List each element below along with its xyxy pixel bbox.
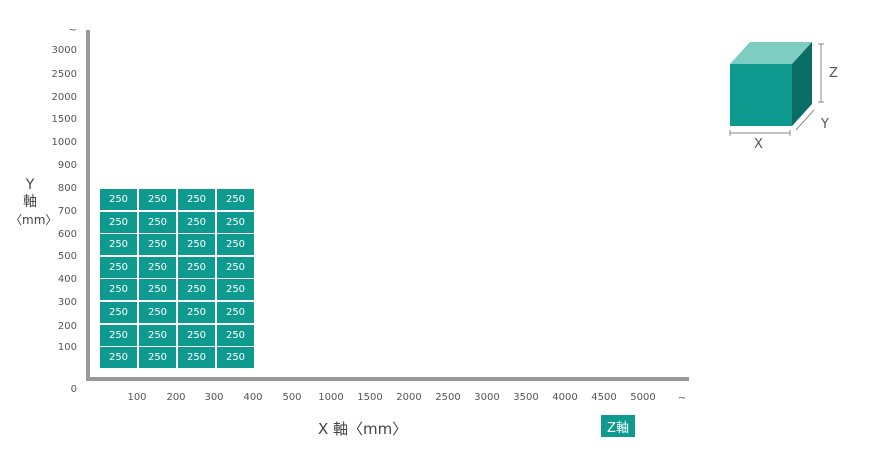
grid-cell: 250	[100, 189, 137, 210]
grid-cell: 250	[139, 257, 176, 278]
cube-top-face	[730, 42, 812, 64]
grid-cell: 250	[139, 189, 176, 210]
grid-cell: 250	[100, 212, 137, 233]
grid-cell: 250	[217, 347, 254, 368]
y-axis-label-line: Y	[25, 177, 35, 193]
x-tick-label: 2000	[396, 392, 422, 403]
cube-label-y: Y	[821, 117, 829, 132]
cube-front-face	[730, 64, 792, 126]
grid-cell: 250	[217, 234, 254, 255]
y-tick-label: 2500	[51, 69, 77, 80]
grid-cell: 250	[100, 279, 137, 300]
y-dimension-line	[795, 109, 815, 131]
y-tick-label: 0	[70, 384, 77, 395]
y-axis-label-line: 軸	[23, 194, 37, 210]
x-tick-label: 4500	[591, 392, 617, 403]
y-tick-label: 800	[57, 183, 77, 194]
cube-label-x: X	[754, 137, 763, 152]
x-tick-label: 4000	[552, 392, 578, 403]
y-axis-label: Y 軸 〈mm〉	[10, 177, 58, 228]
grid-cell: 250	[178, 302, 215, 323]
cube-side-face	[792, 42, 812, 126]
grid-cell: 250	[139, 325, 176, 346]
grid-cell: 250	[100, 234, 137, 255]
grid-cell: 250	[139, 347, 176, 368]
y-tick-label: 600	[57, 229, 77, 240]
x-tick-label: 1500	[357, 392, 383, 403]
x-tick-label: 5000	[630, 392, 656, 403]
cube-axes-icon	[729, 42, 824, 136]
grid-cell: 250	[217, 302, 254, 323]
x-tick-label: 3500	[513, 392, 539, 403]
y-tick-label: 200	[57, 321, 77, 332]
y-tick-label: 700	[57, 206, 77, 217]
x-tick-label: 300	[204, 392, 224, 403]
grid-cell: 250	[139, 212, 176, 233]
grid-cell: 250	[139, 279, 176, 300]
grid-cell: 250	[100, 347, 137, 368]
grid-cell: 250	[178, 234, 215, 255]
x-tick-label: 1000	[318, 392, 344, 403]
grid-cell: 250	[217, 279, 254, 300]
y-axis-line	[86, 30, 90, 381]
x-axis-label: X 軸〈mm〉	[318, 420, 408, 438]
grid-cell: 250	[178, 189, 215, 210]
x-tick-label: 400	[243, 392, 263, 403]
x-tick-label: ~	[677, 393, 687, 404]
cube-label-z: Z	[829, 66, 838, 81]
grid-cell: 250	[178, 212, 215, 233]
grid-cell: 250	[217, 212, 254, 233]
grid-cell: 250	[100, 325, 137, 346]
x-tick-label: 500	[282, 392, 302, 403]
grid-cell: 250	[178, 325, 215, 346]
x-tick-label: 2500	[435, 392, 461, 403]
grid-cell: 250	[217, 257, 254, 278]
y-tick-label: 1500	[51, 114, 77, 125]
grid-cell: 250	[178, 279, 215, 300]
y-tick-label: 400	[57, 274, 77, 285]
grid-cell: 250	[217, 189, 254, 210]
grid-cell: 250	[139, 234, 176, 255]
grid-cell: 250	[100, 302, 137, 323]
x-axis-line	[86, 377, 689, 381]
grid-cell: 250	[217, 325, 254, 346]
y-tick-label: 500	[57, 251, 77, 262]
y-tick-label: ~	[68, 25, 77, 36]
grid-cell: 250	[100, 257, 137, 278]
y-axis-label-line: 〈mm〉	[10, 213, 58, 227]
grid-cell: 250	[178, 257, 215, 278]
y-tick-label: 300	[57, 297, 77, 308]
x-tick-label: 200	[166, 392, 186, 403]
x-tick-label: 3000	[474, 392, 500, 403]
y-tick-label: 900	[57, 160, 77, 171]
y-tick-label: 3000	[51, 45, 77, 56]
y-tick-label: 1000	[51, 137, 77, 148]
grid-cell: 250	[178, 347, 215, 368]
x-tick-label: 100	[127, 392, 147, 403]
grid-cell: 250	[139, 302, 176, 323]
z-axis-badge: Z軸	[601, 415, 635, 437]
y-tick-label: 100	[57, 342, 77, 353]
y-tick-label: 2000	[51, 92, 77, 103]
